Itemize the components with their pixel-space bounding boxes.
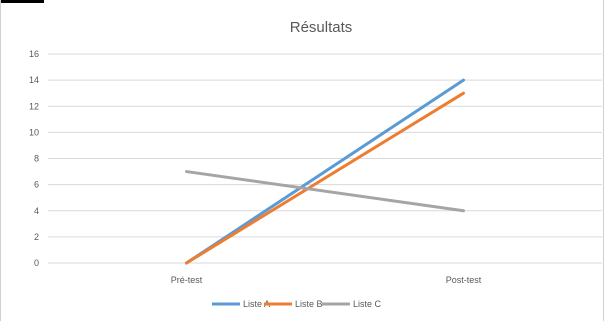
y-tick-label: 2: [34, 232, 39, 242]
legend-label-liste-a: Liste A: [243, 299, 270, 309]
y-tick-label: 14: [29, 75, 39, 85]
y-tick-label: 10: [29, 127, 39, 137]
y-tick-label: 8: [34, 154, 39, 164]
y-tick-label: 16: [29, 49, 39, 59]
y-tick-label: 6: [34, 180, 39, 190]
top-edge-line: [0, 0, 44, 3]
legend: Liste A Liste B Liste C: [212, 299, 382, 309]
legend-label-liste-c: Liste C: [353, 299, 382, 309]
legend-label-liste-b: Liste B: [295, 299, 323, 309]
series-lines: [185, 78, 465, 265]
x-tick-label: Pré-test: [171, 275, 203, 285]
y-tick-label: 12: [29, 101, 39, 111]
series-line-liste-a: [185, 78, 465, 265]
left-edge-line: [0, 0, 1, 321]
series-line-liste-b: [185, 91, 465, 265]
y-tick-label: 4: [34, 206, 39, 216]
x-axis-ticks: Pré-test Post-test: [171, 275, 482, 285]
y-tick-label: 0: [34, 258, 39, 268]
x-tick-label: Post-test: [446, 275, 482, 285]
chart-title: Résultats: [290, 19, 353, 36]
gridlines: [48, 53, 602, 264]
series-line-liste-c: [185, 170, 465, 213]
y-axis-ticks: 0 2 4 6 8 10 12 14 16: [29, 49, 39, 268]
